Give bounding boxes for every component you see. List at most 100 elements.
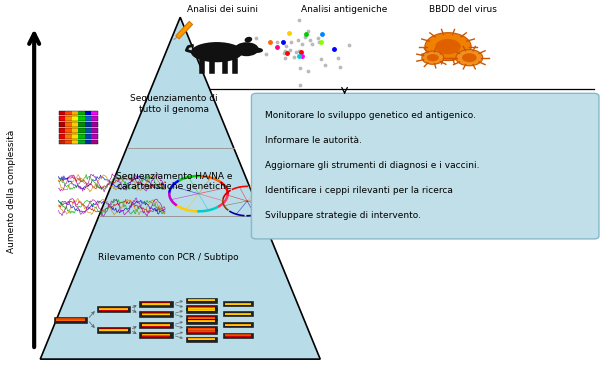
- Ellipse shape: [234, 42, 259, 56]
- Bar: [72, 140, 78, 144]
- Bar: [85, 117, 92, 121]
- Ellipse shape: [191, 42, 243, 62]
- Bar: [92, 140, 98, 144]
- Bar: [57, 320, 85, 321]
- Bar: [72, 134, 78, 138]
- Bar: [99, 331, 127, 332]
- Text: Analisi antigeniche: Analisi antigeniche: [301, 4, 388, 14]
- Bar: [142, 312, 170, 313]
- Bar: [99, 310, 127, 311]
- Bar: [57, 319, 85, 320]
- Text: Sviluppare strategie di intervento.: Sviluppare strategie di intervento.: [265, 211, 422, 220]
- Bar: [92, 123, 98, 127]
- Bar: [99, 307, 127, 308]
- Bar: [59, 128, 65, 133]
- Bar: [142, 305, 170, 306]
- Bar: [142, 314, 170, 315]
- Circle shape: [422, 51, 443, 64]
- Bar: [185, 307, 217, 313]
- Bar: [223, 311, 253, 316]
- Text: Analisi dei suini: Analisi dei suini: [187, 4, 259, 14]
- Bar: [85, 123, 92, 127]
- Bar: [185, 329, 217, 334]
- Bar: [78, 134, 85, 138]
- Bar: [92, 134, 98, 138]
- Bar: [99, 329, 127, 330]
- Bar: [92, 128, 98, 133]
- Text: BBDD del virus: BBDD del virus: [429, 4, 497, 14]
- Bar: [65, 128, 72, 133]
- Text: Rilevamento con PCR / Subtipo: Rilevamento con PCR / Subtipo: [98, 252, 239, 262]
- Bar: [99, 308, 127, 309]
- Bar: [59, 134, 98, 138]
- Bar: [78, 117, 85, 121]
- Text: Aumento della complessità: Aumento della complessità: [7, 130, 16, 254]
- Bar: [96, 327, 130, 333]
- Ellipse shape: [245, 37, 252, 42]
- Bar: [185, 298, 217, 303]
- Bar: [59, 123, 65, 127]
- Bar: [65, 134, 72, 138]
- Bar: [59, 140, 98, 144]
- Bar: [139, 322, 173, 328]
- Bar: [65, 111, 72, 115]
- Bar: [142, 326, 170, 327]
- Bar: [85, 134, 92, 138]
- Bar: [96, 306, 130, 312]
- Text: Informare le autorità.: Informare le autorità.: [265, 136, 362, 145]
- Bar: [92, 111, 98, 115]
- Bar: [142, 334, 170, 335]
- Bar: [142, 303, 170, 304]
- Bar: [78, 111, 85, 115]
- Bar: [54, 317, 87, 323]
- Bar: [72, 117, 78, 121]
- Bar: [78, 128, 85, 133]
- Text: Identificare i ceppi rilevanti per la ricerca: Identificare i ceppi rilevanti per la ri…: [265, 186, 453, 195]
- Bar: [139, 311, 173, 317]
- Bar: [92, 117, 98, 121]
- Bar: [142, 302, 170, 303]
- Bar: [72, 123, 78, 127]
- Bar: [59, 117, 65, 121]
- Bar: [185, 305, 217, 310]
- Bar: [85, 111, 92, 115]
- Bar: [139, 332, 173, 338]
- FancyBboxPatch shape: [251, 93, 599, 239]
- Bar: [59, 117, 98, 121]
- Bar: [59, 128, 98, 133]
- Circle shape: [436, 39, 461, 54]
- Bar: [59, 140, 65, 144]
- Bar: [99, 309, 127, 310]
- Bar: [185, 337, 217, 342]
- Bar: [85, 128, 92, 133]
- Bar: [57, 318, 85, 319]
- Bar: [223, 333, 253, 338]
- Bar: [65, 123, 72, 127]
- Bar: [78, 123, 85, 127]
- Circle shape: [456, 49, 483, 66]
- Bar: [223, 301, 253, 307]
- Bar: [142, 304, 170, 305]
- Bar: [59, 111, 65, 115]
- Bar: [72, 128, 78, 133]
- Bar: [142, 335, 170, 336]
- Text: Aggiornare gli strumenti di diagnosi e i vaccini.: Aggiornare gli strumenti di diagnosi e i…: [265, 161, 480, 170]
- Bar: [223, 323, 253, 327]
- Bar: [142, 336, 170, 337]
- Bar: [59, 123, 98, 127]
- Bar: [99, 328, 127, 329]
- Ellipse shape: [252, 48, 263, 53]
- Bar: [65, 140, 72, 144]
- Bar: [65, 117, 72, 121]
- Bar: [85, 140, 92, 144]
- Bar: [185, 315, 217, 320]
- Bar: [59, 111, 98, 115]
- Bar: [78, 140, 85, 144]
- Circle shape: [425, 33, 471, 61]
- Text: Sequenziamento HA/NA e
caratteristiche genetiche: Sequenziamento HA/NA e caratteristiche g…: [116, 172, 232, 191]
- Text: Sequenziamento di
tutto il genoma: Sequenziamento di tutto il genoma: [131, 94, 218, 114]
- Circle shape: [462, 53, 476, 62]
- Bar: [142, 324, 170, 325]
- Bar: [142, 313, 170, 314]
- Bar: [142, 323, 170, 324]
